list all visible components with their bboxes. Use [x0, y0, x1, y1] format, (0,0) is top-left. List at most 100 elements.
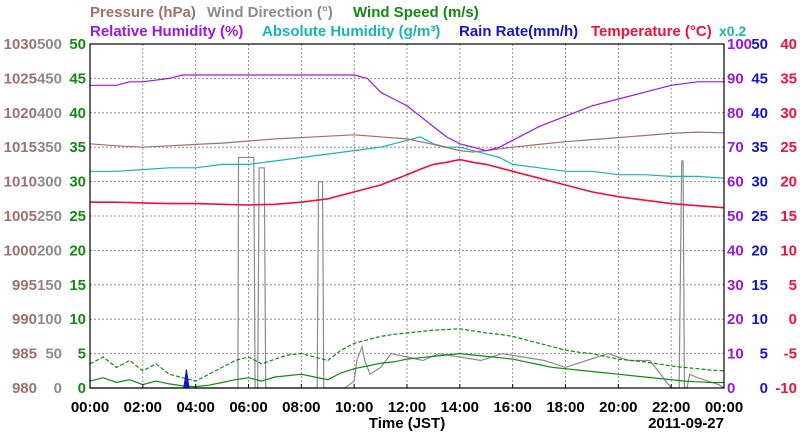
- y-tick-label-rain: 45: [751, 70, 768, 87]
- x-tick-label: 06:00: [229, 399, 267, 416]
- y-tick-label-pressure: 980: [12, 380, 37, 397]
- legend-wind-speed: Wind Speed (m/s): [353, 4, 479, 21]
- y-tick-label-humidity: 30: [727, 277, 744, 294]
- x-tick-label: 10:00: [335, 399, 373, 416]
- y-tick-label-wind-direction: 150: [37, 277, 62, 294]
- y-tick-label-wind-direction: 500: [37, 36, 62, 53]
- x-tick-label: 00:00: [71, 399, 109, 416]
- y-tick-label-wind-speed: 20: [69, 242, 86, 259]
- legend-rain-rate: Rain Rate(mm/h): [459, 23, 578, 40]
- y-tick-label-wind-direction: 350: [37, 139, 62, 156]
- y-tick-label-wind-speed: 50: [69, 36, 86, 53]
- y-tick-label-humidity: 50: [727, 208, 744, 225]
- y-tick-label-wind-speed: 45: [69, 70, 86, 87]
- x-tick-label: 04:00: [176, 399, 214, 416]
- y-tick-label-pressure: 1000: [4, 242, 37, 259]
- series-temperature: [90, 158, 725, 209]
- y-tick-label-pressure: 985: [12, 346, 37, 363]
- legend-wind-direction: Wind Direction (°): [207, 4, 333, 21]
- y-tick-label-rain: 40: [751, 105, 768, 122]
- x-axis-ticks: 00:00 02:00 04:00 06:00 08:00 10:00 12:00 14:00…: [71, 384, 743, 416]
- y-tick-label-humidity: 10: [727, 346, 744, 363]
- y-tick-label-pressure: 1030: [4, 36, 37, 53]
- y-tick-label-rain: 20: [751, 242, 768, 259]
- y-tick-label-wind-direction: 450: [37, 70, 62, 87]
- y-tick-label-humidity: 60: [727, 174, 744, 191]
- y-tick-label-humidity: 90: [727, 70, 744, 87]
- y-tick-label-wind-direction: 300: [37, 174, 62, 191]
- y-tick-label-wind-speed: 10: [69, 311, 86, 328]
- y-tick-label-temperature: 15: [780, 208, 797, 225]
- y-tick-label-rain: 5: [760, 346, 768, 363]
- y-tick-label-wind-speed: 35: [69, 139, 86, 156]
- y-tick-label-pressure: 1020: [4, 105, 37, 122]
- y-tick-label-rain: 35: [751, 139, 768, 156]
- y-tick-label-temperature: 0: [789, 311, 797, 328]
- y-tick-label-temperature: 20: [780, 174, 797, 191]
- y-tick-label-rain: 50: [751, 36, 768, 53]
- x-tick-label: 18:00: [546, 399, 584, 416]
- y-tick-label-rain: 25: [751, 208, 768, 225]
- y-tick-label-temperature: 25: [780, 139, 797, 156]
- y-tick-label-pressure: 1010: [4, 174, 37, 191]
- y-tick-label-wind-speed: 5: [78, 346, 86, 363]
- y-tick-label-wind-speed: 0: [78, 380, 86, 397]
- y-tick-label-pressure: 1025: [4, 70, 37, 87]
- y-tick-label-humidity: 70: [727, 139, 744, 156]
- grid: [90, 44, 724, 388]
- series-humidity: [90, 74, 724, 152]
- y-axis-ticks: 1030102510201015101010051000995990985980…: [4, 36, 797, 397]
- y-tick-label-wind-speed: 40: [69, 105, 86, 122]
- y-tick-label-wind-direction: 0: [54, 380, 62, 397]
- abs-humidity-scale-note: x0.2: [719, 23, 746, 39]
- y-tick-label-pressure: 995: [12, 277, 37, 294]
- y-tick-label-temperature: 35: [780, 70, 797, 87]
- x-tick-label: 08:00: [282, 399, 320, 416]
- y-tick-label-wind-direction: 400: [37, 105, 62, 122]
- y-tick-label-pressure: 1005: [4, 208, 37, 225]
- y-tick-label-temperature: -10: [775, 380, 797, 397]
- y-tick-label-temperature: -5: [784, 346, 797, 363]
- x-tick-label: 20:00: [599, 399, 637, 416]
- x-tick-label: 16:00: [493, 399, 531, 416]
- y-tick-label-temperature: 5: [789, 277, 797, 294]
- y-tick-label-humidity: 0: [727, 380, 735, 397]
- x-axis-label: Time (JST): [369, 415, 445, 432]
- date-label: 2011-09-27: [648, 415, 724, 432]
- legend-relative-humidity: Relative Humidity (%): [90, 23, 243, 40]
- y-tick-label-wind-direction: 100: [37, 311, 62, 328]
- y-tick-label-pressure: 1015: [4, 139, 37, 156]
- y-tick-label-temperature: 10: [780, 242, 797, 259]
- y-tick-label-rain: 10: [751, 311, 768, 328]
- x-tick-label: 12:00: [388, 399, 426, 416]
- legend-pressure: Pressure (hPa): [90, 4, 196, 21]
- series-pressure: [89, 131, 725, 153]
- y-tick-label-wind-direction: 250: [37, 208, 62, 225]
- y-tick-label-wind-direction: 50: [45, 346, 62, 363]
- y-tick-label-rain: 15: [751, 277, 768, 294]
- y-tick-label-humidity: 40: [727, 242, 744, 259]
- x-tick-label: 22:00: [652, 399, 690, 416]
- y-tick-label-wind-speed: 15: [69, 277, 86, 294]
- series-abs-humidity: [90, 136, 725, 179]
- y-tick-label-rain: 30: [751, 174, 768, 191]
- y-tick-label-temperature: 40: [780, 36, 797, 53]
- y-tick-label-humidity: 100: [727, 36, 752, 53]
- y-tick-label-wind-direction: 200: [37, 242, 62, 259]
- x-tick-label: 00:00: [705, 399, 743, 416]
- x-tick-label: 14:00: [441, 399, 479, 416]
- y-tick-label-pressure: 990: [12, 311, 37, 328]
- x-tick-label: 02:00: [124, 399, 162, 416]
- y-tick-label-wind-speed: 25: [69, 208, 86, 225]
- series-wind-speed-gust: [89, 328, 725, 382]
- legend-absolute-humidity: Absolute Humidity (g/m³): [262, 23, 440, 40]
- y-tick-label-humidity: 20: [727, 311, 744, 328]
- y-tick-label-temperature: 30: [780, 105, 797, 122]
- legend-temperature: Temperature (°C): [591, 23, 712, 40]
- y-tick-label-humidity: 80: [727, 105, 744, 122]
- y-tick-label-rain: 0: [760, 380, 768, 397]
- y-tick-label-wind-speed: 30: [69, 174, 86, 191]
